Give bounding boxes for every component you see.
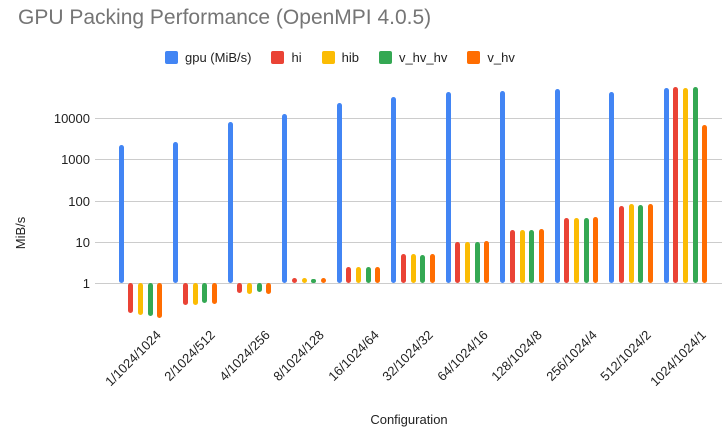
bar-gpu-mib-s-[interactable] [445, 91, 451, 283]
legend-swatch-v-hv-hv [378, 51, 392, 64]
bar-hib[interactable] [301, 278, 307, 283]
y-axis-title: MiB/s [13, 216, 28, 250]
y-tick-label: 100 [68, 193, 90, 209]
bar-gpu-mib-s-[interactable] [663, 87, 669, 283]
chart-title: GPU Packing Performance (OpenMPI 4.0.5) [18, 6, 432, 29]
legend-label: gpu (MiB/s) [185, 50, 252, 65]
bar-v-hv-hv[interactable] [147, 283, 153, 316]
bar-hib[interactable] [628, 203, 634, 283]
y-tick-label: 10000 [53, 111, 90, 127]
bar-v-hv[interactable] [266, 283, 272, 294]
legend-swatch-hib [321, 51, 335, 64]
bar-hib[interactable] [683, 88, 688, 283]
bar-hi[interactable] [346, 266, 352, 283]
bar-hi[interactable] [128, 283, 134, 313]
legend-swatch-gpu-mib-s- [165, 51, 178, 64]
x-axis-title: Configuration [370, 412, 448, 427]
bar-v-hv-hv[interactable] [583, 217, 589, 283]
bar-v-hv-hv[interactable] [638, 205, 644, 283]
legend-item: hib [321, 50, 359, 65]
legend-label: v_hv_hv [398, 50, 448, 65]
gridline [95, 159, 722, 161]
bar-hib[interactable] [356, 266, 361, 283]
bar-hi[interactable] [182, 283, 188, 305]
y-tick-label: 1 [82, 276, 90, 291]
gridline [95, 241, 722, 243]
bar-v-hv-hv[interactable] [529, 229, 535, 283]
bar-v-hv-hv[interactable] [256, 283, 262, 293]
bar-v-hv-hv[interactable] [692, 87, 698, 283]
bar-hib[interactable] [410, 254, 416, 283]
bar-gpu-mib-s-[interactable] [554, 89, 560, 283]
bar-v-hv[interactable] [538, 229, 544, 283]
bar-gpu-mib-s-[interactable] [336, 103, 342, 283]
legend-item: hi [271, 50, 302, 65]
bar-hi[interactable] [237, 283, 243, 293]
y-tick-label: 10 [75, 234, 90, 250]
bar-v-hv[interactable] [375, 267, 381, 283]
bar-v-hv[interactable] [211, 283, 217, 304]
legend-label: hi [291, 50, 302, 65]
bar-v-hv[interactable] [484, 241, 490, 283]
bar-hib[interactable] [138, 283, 143, 315]
bar-v-hv-hv[interactable] [311, 279, 317, 283]
bar-hi[interactable] [509, 229, 515, 283]
legend: gpu (MiB/s) hi hib v_hv_hv v_hv [165, 50, 515, 65]
bar-hib[interactable] [574, 217, 579, 283]
gridline [95, 200, 722, 202]
legend-swatch-hi [271, 51, 285, 64]
bar-hib[interactable] [465, 241, 470, 283]
bar-v-hv[interactable] [647, 204, 653, 283]
plot-area [95, 86, 722, 325]
bar-gpu-mib-s-[interactable] [227, 121, 233, 283]
gridline [95, 283, 722, 284]
bar-v-hv[interactable] [593, 217, 599, 283]
legend-swatch-v-hv [467, 51, 481, 64]
bar-gpu-mib-s-[interactable] [282, 114, 288, 283]
bar-v-hv-hv[interactable] [202, 283, 208, 304]
legend-label: hib [341, 50, 359, 65]
bar-hib[interactable] [519, 229, 525, 283]
gridline [95, 118, 722, 120]
bar-v-hv-hv[interactable] [474, 241, 480, 283]
bar-hi[interactable] [564, 218, 570, 283]
bar-v-hv[interactable] [157, 283, 163, 319]
bar-hib[interactable] [247, 283, 252, 294]
bar-hi[interactable] [291, 278, 297, 283]
legend-item: gpu (MiB/s) [165, 50, 251, 65]
bar-hi[interactable] [618, 205, 624, 283]
legend-label: v_hv [487, 50, 515, 65]
bar-v-hv-hv[interactable] [365, 266, 371, 283]
bar-hi[interactable] [673, 86, 679, 283]
legend-item: v_hv_hv [378, 50, 448, 65]
legend-item: v_hv [467, 50, 515, 65]
bar-gpu-mib-s-[interactable] [500, 90, 506, 283]
bar-v-hv[interactable] [320, 278, 326, 283]
bar-gpu-mib-s-[interactable] [609, 91, 615, 283]
bar-v-hv[interactable] [702, 125, 708, 283]
bar-v-hv-hv[interactable] [420, 254, 426, 283]
y-tick-label: 1000 [61, 152, 90, 168]
bar-hi[interactable] [400, 253, 406, 283]
bar-gpu-mib-s-[interactable] [173, 142, 179, 283]
bar-v-hv[interactable] [429, 254, 435, 283]
bar-hi[interactable] [455, 241, 461, 283]
bar-gpu-mib-s-[interactable] [118, 145, 124, 283]
bar-hib[interactable] [192, 283, 198, 306]
bar-gpu-mib-s-[interactable] [391, 96, 397, 283]
